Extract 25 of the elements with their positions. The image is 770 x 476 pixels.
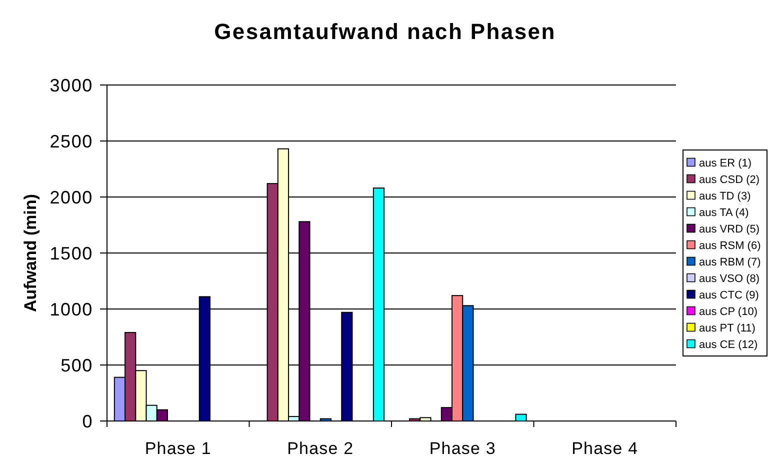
legend-label: aus CTC (9) (699, 289, 759, 302)
x-tick-label: Phase 3 (429, 439, 496, 458)
y-tick-label: 500 (60, 355, 93, 376)
y-axis-title: Aufwand (min) (21, 194, 40, 312)
legend-label: aus CP (10) (699, 306, 758, 318)
legend-label: aus ER (1) (699, 157, 752, 170)
legend-label: aus CSD (2) (699, 174, 760, 186)
legend-label: aus TD (3) (699, 190, 751, 202)
y-tick-label: 2500 (50, 131, 93, 152)
legend-label: aus VRD (5) (699, 223, 760, 236)
legend-label: aus PT (11) (699, 322, 756, 334)
y-tick-label: 3000 (50, 75, 93, 96)
x-tick-label: Phase 2 (287, 439, 354, 458)
legend-label: aus CE (12) (699, 338, 758, 351)
y-tick-label: 0 (82, 411, 93, 432)
legend-label: aus VSO (8) (699, 272, 760, 285)
legend-label: aus TA (4) (699, 206, 749, 219)
x-tick-label: Phase 1 (144, 439, 212, 458)
y-tick-label: 2000 (50, 187, 93, 208)
x-tick-label: Phase 4 (572, 439, 638, 458)
y-tick-label: 1500 (50, 243, 93, 264)
chart-title: Gesamtaufwand nach Phasen (214, 19, 556, 44)
legend-label: aus RSM (6) (699, 240, 761, 252)
legend-label: aus RBM (7) (699, 256, 761, 268)
y-tick-label: 1000 (50, 299, 93, 320)
